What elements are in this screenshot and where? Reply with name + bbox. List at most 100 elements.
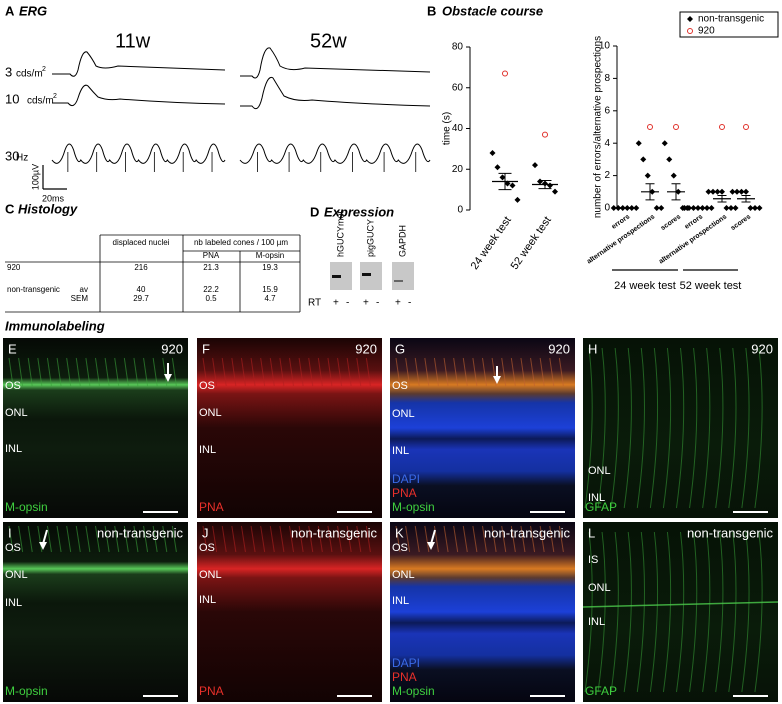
stain-label: PNA xyxy=(392,486,417,500)
data-point xyxy=(732,205,739,211)
data-point xyxy=(681,205,688,211)
legend-marker xyxy=(687,16,693,22)
fiber xyxy=(95,357,100,387)
stain-label: GFAP xyxy=(585,500,617,514)
fiber xyxy=(623,347,632,509)
group-label: 52 week test xyxy=(680,280,742,292)
fiber xyxy=(221,357,227,387)
data-point xyxy=(647,124,653,130)
fiber xyxy=(240,357,246,387)
lane-label: hGUCYmut xyxy=(335,210,345,257)
layer-label: IS xyxy=(588,554,598,566)
fiber xyxy=(676,347,685,509)
fiber xyxy=(162,525,168,553)
erg-trace xyxy=(52,84,226,107)
panel-tag: non-transgenic xyxy=(484,525,570,540)
legend-label: non-transgenic xyxy=(698,14,764,25)
gel xyxy=(392,262,414,290)
x-tick-label: 24 week test xyxy=(469,215,514,272)
fiber xyxy=(123,357,129,387)
stain-label: PNA xyxy=(199,500,224,514)
fiber xyxy=(501,525,507,553)
data-point xyxy=(756,205,763,211)
fiber xyxy=(424,357,430,387)
fiber xyxy=(162,357,168,387)
fiber xyxy=(597,347,606,509)
fiber xyxy=(298,525,304,553)
table-cell: 4.7 xyxy=(264,294,276,303)
fiber xyxy=(462,357,468,387)
data-point xyxy=(640,156,647,163)
stimulus-value: 30 xyxy=(5,148,19,163)
data-point xyxy=(666,156,673,163)
fiber xyxy=(143,525,149,553)
fiber xyxy=(327,525,333,553)
layer-label: ONL xyxy=(5,407,28,419)
y-tick-label: 60 xyxy=(452,82,464,93)
legend-marker xyxy=(687,28,693,34)
fiber xyxy=(260,357,266,387)
fiber xyxy=(8,357,14,387)
fiber xyxy=(424,525,430,553)
data-point xyxy=(509,182,516,189)
layer-label: OS xyxy=(5,542,21,554)
fiber xyxy=(491,525,497,553)
stain-label: M-opsin xyxy=(5,500,48,514)
fiber xyxy=(27,525,33,553)
fiber xyxy=(346,357,352,387)
sign-label: + xyxy=(395,298,401,309)
data-point xyxy=(514,196,521,203)
fiber xyxy=(414,357,420,387)
fiber xyxy=(395,525,401,553)
fiber xyxy=(202,357,208,387)
layer-label: ONL xyxy=(199,407,222,419)
sem-bar xyxy=(717,195,727,203)
data-point xyxy=(610,205,617,211)
stain-label: DAPI xyxy=(392,472,420,486)
data-point xyxy=(653,205,660,211)
fiber xyxy=(662,347,672,509)
stimulus-value: 10 xyxy=(5,91,19,106)
data-point xyxy=(734,188,740,195)
data-point xyxy=(723,205,730,211)
data-point xyxy=(708,205,715,211)
layer-label: INL xyxy=(588,616,605,628)
table-cell: 15.9 xyxy=(262,285,278,294)
x-tick-label: scores xyxy=(660,213,683,232)
lane-label: GAPDH xyxy=(397,225,407,257)
x-tick-label: errors xyxy=(684,213,705,230)
fiber xyxy=(689,347,698,509)
row-label: 920 xyxy=(7,263,21,272)
fiber xyxy=(453,525,459,553)
table-cell: 19.3 xyxy=(262,263,278,272)
fiber xyxy=(327,357,333,387)
arrow-head xyxy=(493,376,501,384)
y-axis-label: number of errors/alternative prospection… xyxy=(593,36,604,218)
data-point xyxy=(633,205,640,211)
micrograph xyxy=(197,522,382,702)
stain-label: M-opsin xyxy=(392,500,435,514)
layer-label: INL xyxy=(392,595,409,607)
erg-traces xyxy=(52,47,431,110)
data-point xyxy=(542,131,548,138)
fiber xyxy=(212,525,218,553)
fiber xyxy=(649,531,659,693)
panel-letter: A xyxy=(5,3,15,18)
fiber xyxy=(728,347,737,509)
fiber xyxy=(269,357,275,387)
fiber xyxy=(530,357,536,387)
stimulus-value: 3 xyxy=(5,64,12,79)
fiber xyxy=(741,531,750,693)
panel-letter: L xyxy=(588,525,595,540)
data-point xyxy=(494,164,501,171)
lane-label: pigGUCY xyxy=(365,219,375,257)
panel-letter: J xyxy=(202,525,209,540)
data-point xyxy=(714,188,721,195)
fiber xyxy=(491,357,497,387)
y-axis-label: time (s) xyxy=(442,112,453,145)
fiber xyxy=(689,531,698,693)
stain-label: PNA xyxy=(392,670,417,684)
data-point xyxy=(673,124,679,130)
table-cell: 21.3 xyxy=(203,263,219,272)
fiber xyxy=(395,357,401,387)
